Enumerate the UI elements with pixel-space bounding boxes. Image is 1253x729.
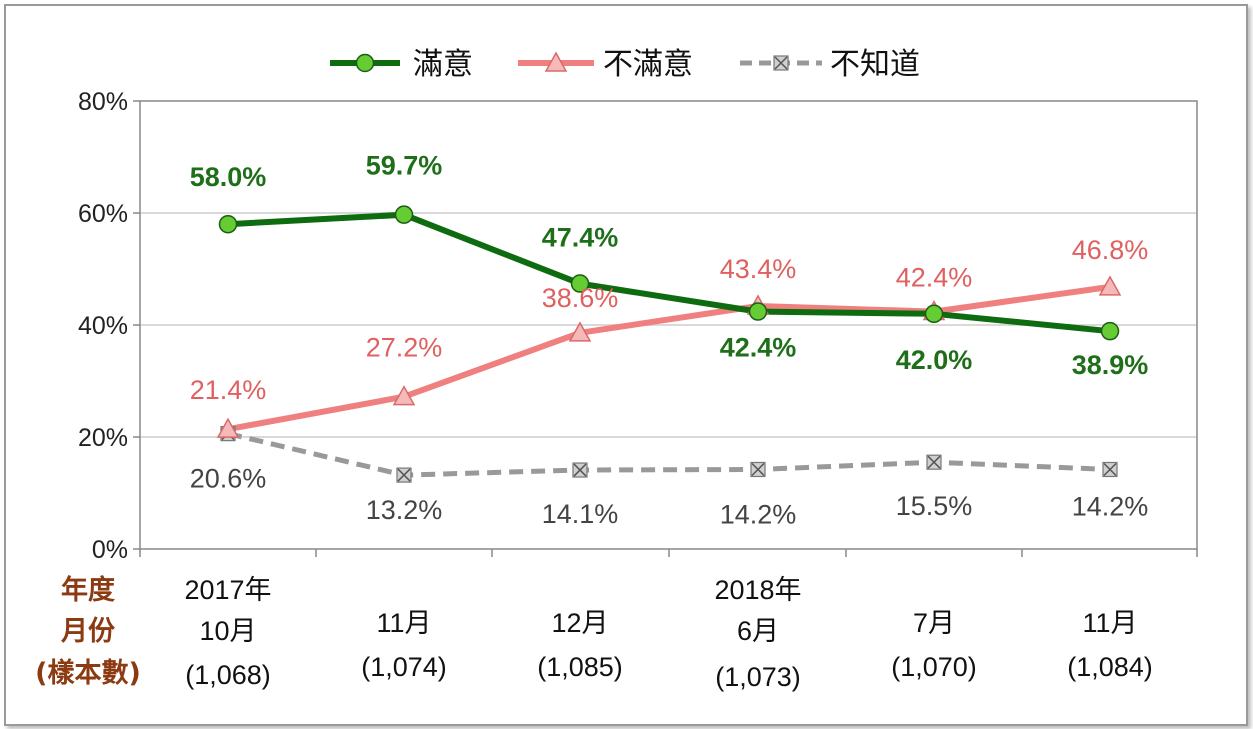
- x-sample-label: (1,084): [1067, 652, 1153, 682]
- x-sample-label: (1,085): [537, 652, 623, 682]
- y-tick-label: 20%: [78, 424, 128, 452]
- data-point-satisfied: [924, 304, 944, 324]
- x-sample-label: (1,068): [185, 660, 271, 690]
- legend-label-satisfied: 滿意: [413, 47, 473, 82]
- row-header: 年度: [61, 574, 115, 606]
- y-tick-label: 40%: [78, 312, 128, 340]
- data-label-satisfied: 42.0%: [896, 345, 973, 375]
- data-label-satisfied: 59.7%: [366, 151, 443, 181]
- x-year-label: 2017年: [184, 575, 271, 605]
- data-point-satisfied: [570, 274, 590, 293]
- series-line-2: [227, 431, 1111, 478]
- data-label-unknown: 14.2%: [1072, 491, 1149, 521]
- x-month-label: 11月: [1082, 608, 1137, 638]
- data-point-satisfied: [1100, 321, 1120, 341]
- data-point-unknown: [1102, 461, 1118, 478]
- y-tick-label: 80%: [78, 88, 128, 116]
- x-month-label: 10月: [199, 616, 256, 646]
- data-label-dissatisfied: 27.2%: [366, 333, 443, 363]
- data-point-unknown: [396, 467, 412, 483]
- data-label-dissatisfied: 38.6%: [542, 283, 619, 313]
- x-month-label: 11月: [376, 608, 431, 638]
- data-point-satisfied: [748, 302, 768, 321]
- data-label-satisfied: 47.4%: [542, 223, 619, 253]
- data-point-dissatisfied: [392, 385, 416, 406]
- data-label-unknown: 14.1%: [542, 499, 619, 529]
- x-sample-label: (1,070): [891, 652, 977, 682]
- data-point-dissatisfied: [568, 321, 592, 342]
- data-label-unknown: 15.5%: [896, 491, 973, 521]
- x-month-label: 6月: [737, 616, 779, 646]
- marker-cross: [751, 462, 765, 477]
- x-month-label: 12月: [551, 608, 608, 638]
- row-header: 月份: [60, 616, 115, 647]
- data-label-satisfied: 58.0%: [190, 162, 267, 192]
- data-label-satisfied: 38.9%: [1072, 350, 1149, 380]
- data-label-dissatisfied: 21.4%: [190, 375, 267, 405]
- legend-label-dissatisfied: 不滿意: [603, 47, 693, 82]
- data-label-dissatisfied: 42.4%: [896, 263, 973, 293]
- data-label-unknown: 13.2%: [366, 495, 443, 525]
- marker-cross: [927, 455, 941, 469]
- series-line-0: [227, 211, 1111, 335]
- legend-label-unknown: 不知道: [830, 47, 920, 82]
- data-point-satisfied: [394, 205, 414, 224]
- y-tick-label: 60%: [78, 200, 128, 228]
- data-point-dissatisfied: [1098, 275, 1122, 296]
- data-label-dissatisfied: 43.4%: [720, 254, 797, 284]
- data-label-satisfied: 42.4%: [720, 333, 797, 363]
- data-point-satisfied: [218, 214, 238, 234]
- x-sample-label: (1,074): [361, 652, 447, 682]
- y-tick-label: 0%: [92, 536, 128, 564]
- data-point-unknown: [572, 462, 588, 478]
- data-point-unknown: [750, 461, 766, 478]
- chart-frame: [4, 4, 1248, 726]
- marker-cross: [397, 468, 411, 482]
- x-sample-label: (1,073): [715, 662, 801, 692]
- data-point-dissatisfied: [216, 417, 240, 438]
- data-label-unknown: 20.6%: [190, 464, 267, 494]
- data-point-unknown: [926, 454, 942, 470]
- legend-marker-cross: [774, 56, 788, 70]
- data-label-unknown: 14.2%: [720, 499, 797, 529]
- series-line-1: [227, 283, 1111, 433]
- x-year-label: 2018年: [714, 575, 801, 605]
- legend-marker-dissatisfied: [544, 51, 568, 72]
- x-month-label: 7月: [913, 608, 955, 638]
- data-label-dissatisfied: 46.8%: [1072, 235, 1149, 265]
- marker-cross: [573, 463, 587, 477]
- legend-marker-satisfied: [355, 53, 375, 73]
- row-header: (樣本數): [35, 658, 141, 689]
- marker-cross: [1103, 462, 1117, 477]
